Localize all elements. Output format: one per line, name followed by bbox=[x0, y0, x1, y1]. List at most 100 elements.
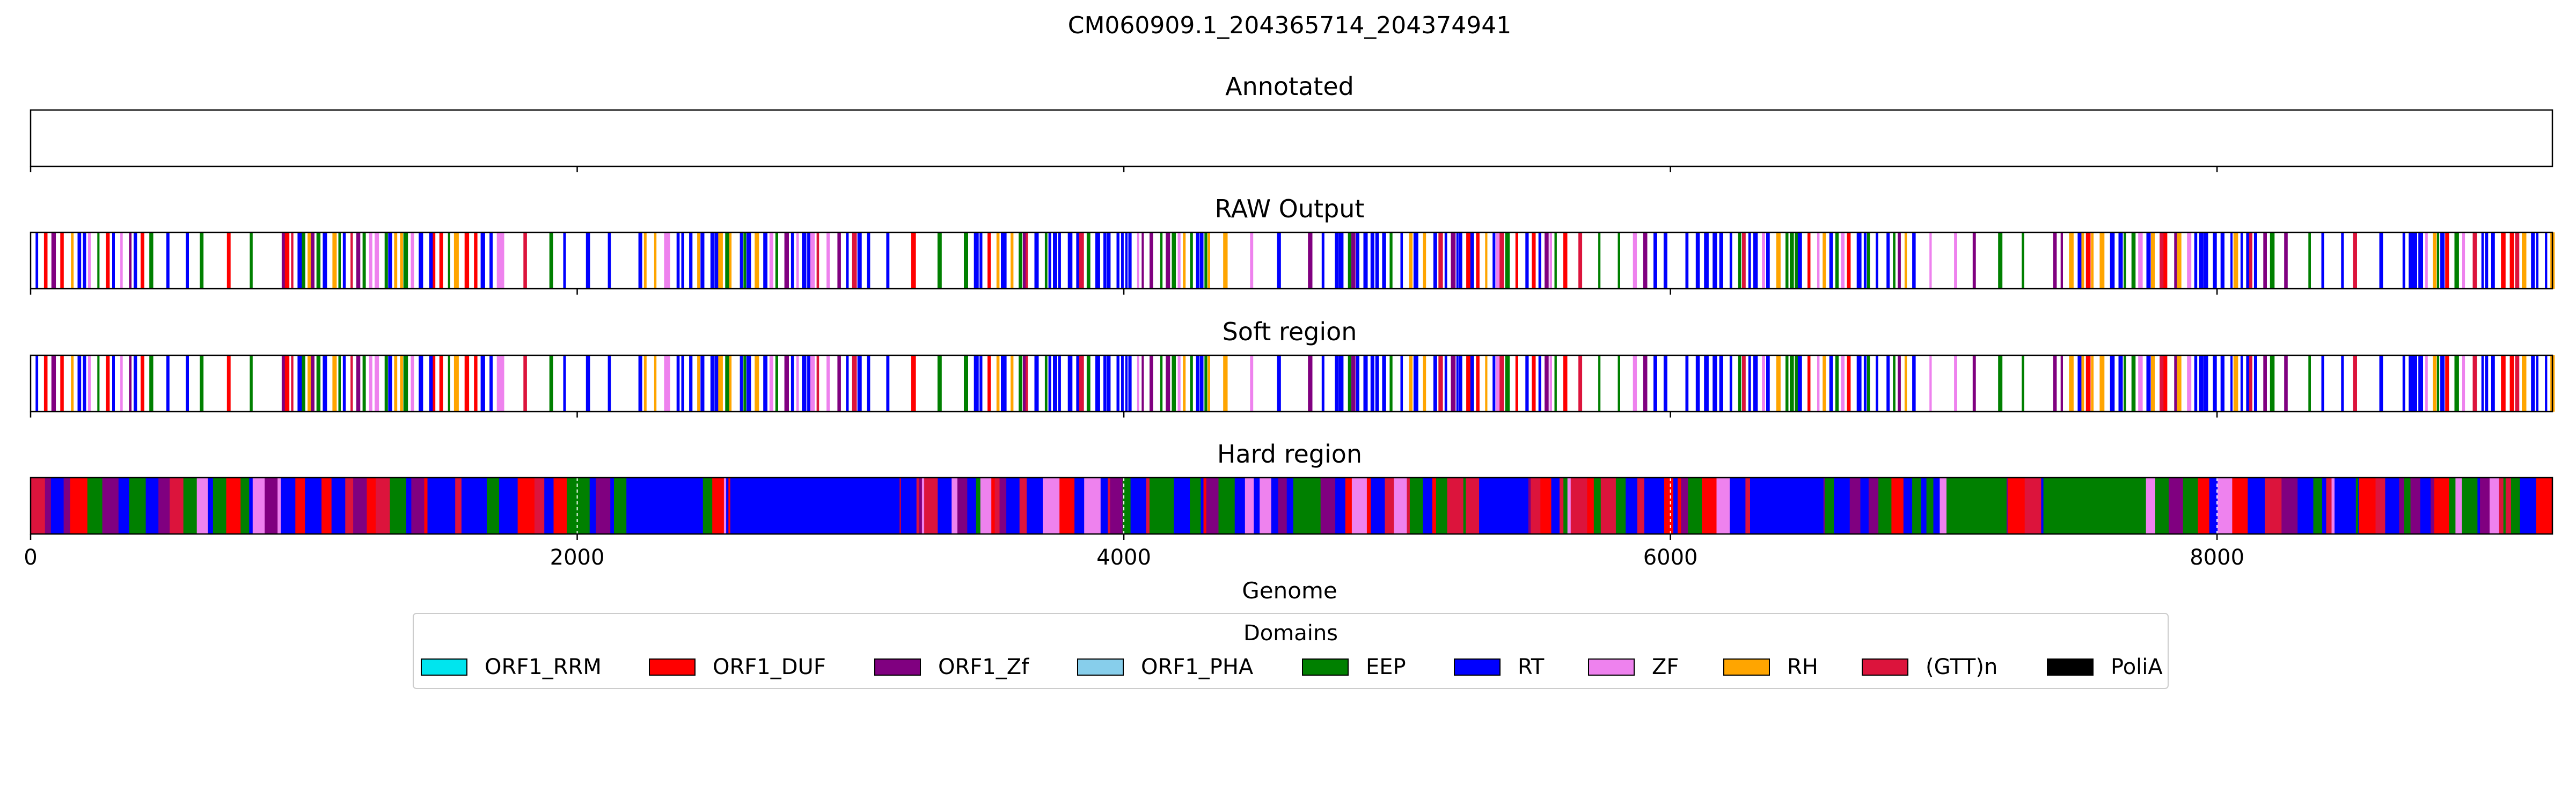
domain-mark bbox=[2346, 478, 2357, 534]
domain-mark bbox=[170, 478, 184, 534]
domain-mark bbox=[1293, 478, 1321, 534]
domain-mark bbox=[643, 355, 647, 412]
domain-mark bbox=[796, 355, 799, 412]
domain-mark bbox=[1001, 232, 1005, 289]
domain-mark bbox=[654, 355, 657, 412]
domain-mark bbox=[1122, 478, 1131, 534]
domain-mark bbox=[1385, 478, 1394, 534]
domain-mark bbox=[87, 478, 103, 534]
domain-mark bbox=[994, 478, 1000, 534]
domain-mark bbox=[2485, 355, 2489, 412]
domain-mark bbox=[668, 232, 670, 289]
domain-mark bbox=[517, 478, 535, 534]
domain-mark bbox=[464, 232, 470, 289]
domain-mark bbox=[2284, 232, 2288, 289]
domain-mark bbox=[281, 355, 285, 412]
domain-mark bbox=[411, 478, 425, 534]
domain-mark bbox=[2505, 478, 2512, 534]
domain-mark bbox=[1004, 355, 1007, 412]
domain-mark bbox=[2199, 232, 2204, 289]
domain-mark bbox=[1335, 478, 1346, 534]
domain-mark bbox=[2213, 355, 2217, 412]
domain-mark bbox=[1190, 478, 1201, 534]
domain-mark bbox=[141, 355, 144, 412]
domain-mark bbox=[1110, 478, 1123, 534]
domain-mark bbox=[1841, 355, 1845, 412]
legend-swatch bbox=[649, 658, 696, 676]
domain-mark bbox=[1137, 232, 1139, 289]
domain-mark bbox=[2263, 232, 2267, 289]
domain-mark bbox=[1351, 355, 1356, 412]
domain-mark bbox=[700, 232, 705, 289]
domain-mark bbox=[2110, 355, 2115, 412]
domain-mark bbox=[496, 232, 501, 289]
domain-mark bbox=[1438, 232, 1443, 289]
domain-mark bbox=[1867, 232, 1870, 289]
domain-mark bbox=[2265, 478, 2282, 534]
domain-mark bbox=[743, 355, 747, 412]
domain-mark bbox=[2425, 232, 2428, 289]
domain-mark bbox=[129, 478, 147, 534]
domain-mark bbox=[439, 232, 443, 289]
domain-mark bbox=[1790, 232, 1794, 289]
domain-mark bbox=[826, 232, 830, 289]
domain-mark bbox=[2522, 355, 2527, 412]
domain-mark bbox=[1277, 355, 1281, 412]
domain-mark bbox=[710, 355, 714, 412]
domain-mark bbox=[403, 355, 408, 412]
domain-mark bbox=[332, 355, 337, 412]
domain-mark bbox=[1034, 232, 1039, 289]
domain-mark bbox=[1208, 355, 1210, 412]
domain-mark bbox=[714, 355, 719, 412]
domain-mark bbox=[1856, 232, 1862, 289]
domain-mark bbox=[1363, 232, 1368, 289]
domain-mark bbox=[1912, 478, 1922, 534]
domain-mark bbox=[755, 232, 759, 289]
domain-mark bbox=[1371, 478, 1385, 534]
domain-mark bbox=[608, 232, 611, 289]
domain-mark bbox=[1618, 232, 1620, 289]
domain-mark bbox=[867, 355, 870, 412]
domain-mark bbox=[2454, 232, 2459, 289]
domain-mark bbox=[1505, 232, 1510, 289]
domain-mark bbox=[2203, 355, 2208, 412]
domain-mark bbox=[1540, 478, 1552, 534]
domain-mark bbox=[83, 232, 86, 289]
domain-mark bbox=[1382, 232, 1386, 289]
domain-mark bbox=[697, 355, 700, 412]
domain-mark bbox=[1863, 232, 1867, 289]
domain-mark bbox=[937, 355, 942, 412]
domain-mark bbox=[2151, 355, 2155, 412]
domain-mark bbox=[1121, 355, 1124, 412]
domain-mark bbox=[1351, 232, 1356, 289]
domain-mark bbox=[723, 478, 727, 534]
domain-mark bbox=[2385, 478, 2399, 534]
domain-mark bbox=[807, 355, 813, 412]
domain-mark bbox=[1019, 355, 1022, 412]
domain-mark bbox=[424, 478, 428, 534]
domain-mark bbox=[2008, 478, 2025, 534]
domain-mark bbox=[439, 355, 443, 412]
domain-mark bbox=[1663, 232, 1667, 289]
domain-mark bbox=[302, 355, 305, 412]
domain-mark bbox=[987, 232, 991, 289]
domain-mark bbox=[1338, 232, 1344, 289]
domain-mark bbox=[784, 232, 789, 289]
domain-mark bbox=[2091, 355, 2094, 412]
domain-mark bbox=[1825, 478, 1834, 534]
domain-mark bbox=[2253, 355, 2257, 412]
domain-mark bbox=[763, 355, 767, 412]
domain-mark bbox=[2341, 232, 2344, 289]
domain-mark bbox=[2085, 232, 2091, 289]
domain-mark bbox=[654, 232, 657, 289]
domain-mark bbox=[1526, 478, 1531, 534]
domain-mark bbox=[45, 478, 52, 534]
domain-mark bbox=[1321, 355, 1324, 412]
domain-mark bbox=[1001, 355, 1005, 412]
domain-mark bbox=[1433, 232, 1437, 289]
domain-mark bbox=[867, 232, 870, 289]
domain-mark bbox=[356, 232, 361, 289]
domain-mark bbox=[2326, 478, 2332, 534]
domain-mark bbox=[1318, 478, 1336, 534]
domain-mark bbox=[1174, 478, 1190, 534]
